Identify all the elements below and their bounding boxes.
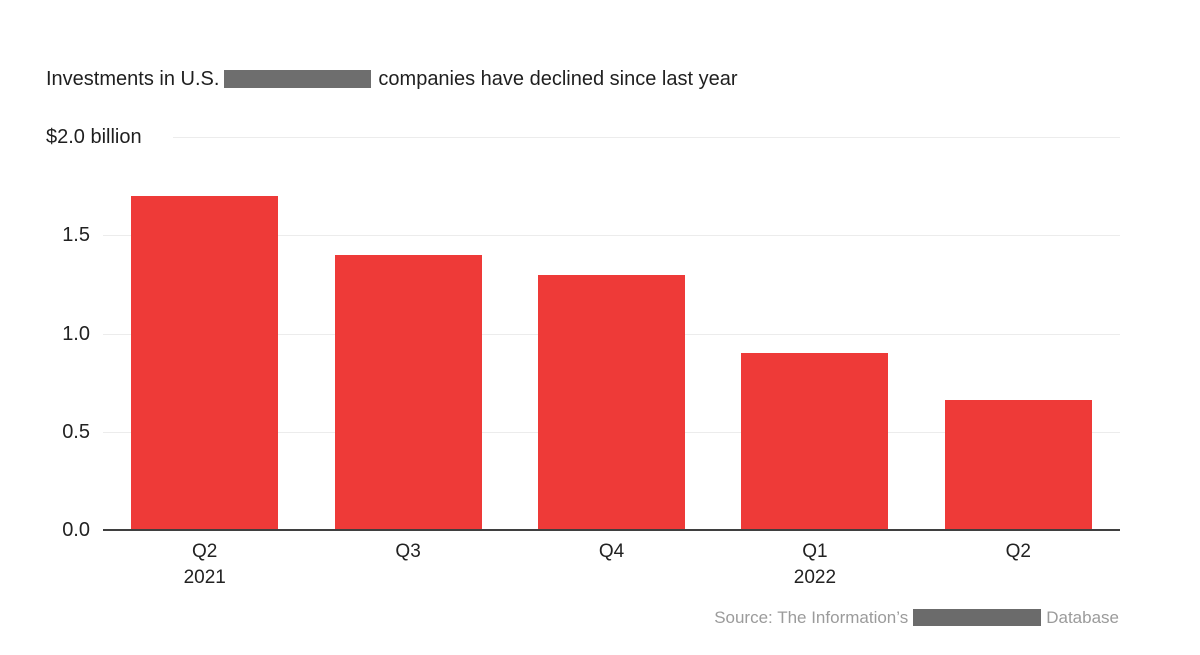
bar-band bbox=[103, 137, 306, 530]
x-tick-cell: Q2 2021 bbox=[103, 539, 306, 591]
gridline-1.5 bbox=[103, 235, 1120, 237]
bar-q2-2021 bbox=[131, 195, 279, 530]
x-tick-quarter: Q1 bbox=[802, 541, 828, 562]
x-tick-year: 2021 bbox=[183, 567, 226, 588]
bar-band bbox=[306, 137, 509, 530]
bar-q4 bbox=[537, 274, 686, 530]
bar-band bbox=[510, 137, 713, 530]
title-redaction-box bbox=[224, 70, 372, 88]
x-tick-quarter: Q3 bbox=[395, 541, 421, 562]
bar-q2 bbox=[944, 400, 1092, 530]
chart-title-suffix: companies have declined since last year bbox=[378, 68, 738, 90]
x-tick-year: 2022 bbox=[793, 567, 837, 588]
bar-band bbox=[713, 137, 916, 530]
x-axis-labels: Q2 2021 Q3 Q4 Q1 2022 Q2 bbox=[103, 530, 1120, 591]
chart-title-prefix: Investments in U.S. bbox=[46, 68, 220, 90]
x-tick-cell: Q4 bbox=[510, 539, 713, 591]
x-tick-cell: Q3 bbox=[306, 539, 509, 591]
x-tick-cell: Q2 bbox=[917, 539, 1120, 591]
source-suffix: Database bbox=[1046, 608, 1119, 627]
source-prefix: Source: The Information’s bbox=[714, 608, 909, 627]
y-tick-1.0: 1.0 bbox=[62, 322, 90, 345]
x-axis-line bbox=[103, 529, 1120, 531]
gridline-2.0 bbox=[173, 137, 1120, 138]
y-tick-1.5: 1.5 bbox=[62, 224, 90, 247]
x-tick-quarter: Q2 bbox=[1005, 541, 1031, 562]
y-tick-0.0: 0.0 bbox=[62, 519, 90, 541]
bars-container bbox=[103, 137, 1120, 530]
bar-q3 bbox=[334, 254, 482, 530]
source-note: Source: The Information’s Database bbox=[714, 606, 1119, 630]
y-tick-0.5: 0.5 bbox=[62, 420, 90, 443]
bar-band bbox=[917, 137, 1120, 530]
plot-area: $2.0 billion 1.5 1.0 0.5 0.0 Q2 2021 Q3 Q4 Q1 20… bbox=[46, 125, 1120, 588]
source-redaction-box bbox=[913, 609, 1042, 626]
x-tick-quarter: Q2 bbox=[192, 541, 218, 562]
bar-q1-2022 bbox=[741, 353, 889, 530]
chart-title: Investments in U.S. companies have declin… bbox=[46, 66, 738, 92]
x-tick-quarter: Q4 bbox=[598, 541, 625, 562]
y-axis-top-label: $2.0 billion bbox=[46, 125, 152, 149]
x-tick-cell: Q1 2022 bbox=[713, 539, 916, 591]
